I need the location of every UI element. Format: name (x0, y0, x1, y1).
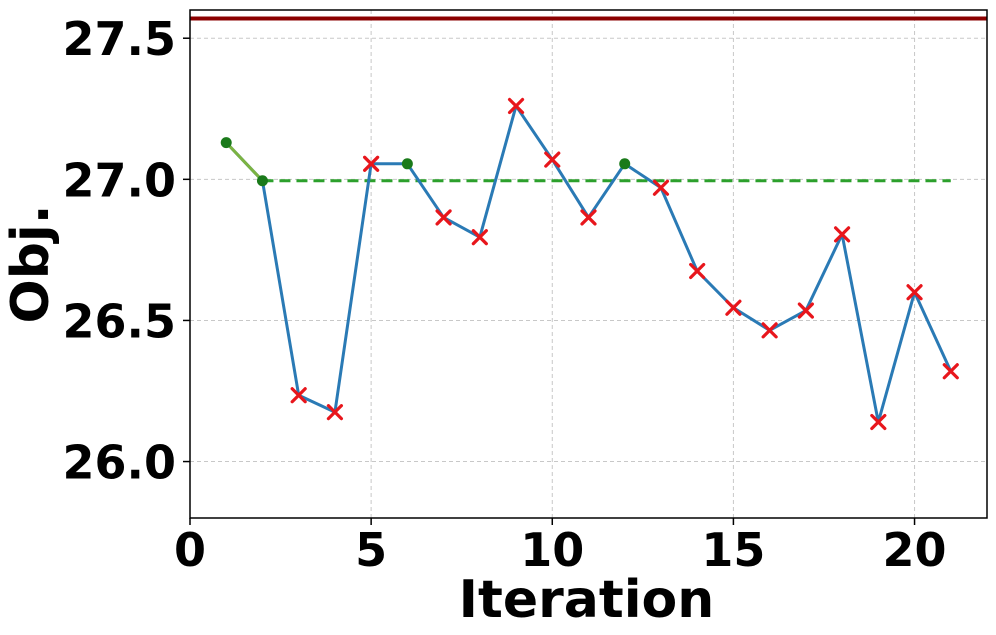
rejected-point-stroke (797, 302, 814, 319)
rejected-point-stroke (544, 151, 561, 168)
rejected-point (326, 404, 344, 421)
rejected-point (906, 284, 923, 301)
best-so-far-line (225, 141, 264, 182)
rejected-point-stroke (725, 299, 742, 316)
accepted-point (401, 158, 413, 170)
rejected-point (652, 179, 670, 196)
x-tick-label: 10 (520, 523, 584, 577)
marks-layer (220, 97, 959, 431)
y-tick-label: 27.5 (63, 12, 177, 66)
rejected-point (507, 97, 525, 115)
rejected-point (761, 322, 778, 339)
ticks-layer: 0 5 10 15 20 26.0 26.5 27.0 27.5 (63, 12, 947, 577)
rejected-point (797, 302, 814, 319)
accepted-point (256, 175, 268, 187)
rejected-point (580, 209, 597, 226)
plot-frame (189, 9, 988, 519)
rejected-point (363, 155, 380, 172)
rejected-point-stroke (471, 229, 488, 246)
x-tick-label: 15 (701, 523, 765, 577)
y-tick-label: 26.5 (63, 294, 177, 348)
rejected-point-stroke (290, 387, 307, 404)
y-tick-label: 26.0 (63, 436, 177, 490)
x-tick-label: 0 (174, 523, 206, 577)
x-tick-label: 20 (883, 523, 947, 577)
rejected-point-stroke (906, 284, 923, 301)
rejected-point-stroke (870, 413, 887, 431)
rejected-point-stroke (580, 209, 597, 226)
accepted-point (619, 158, 631, 170)
rejected-point (471, 229, 488, 246)
rejected-point-stroke (507, 97, 525, 115)
rejected-point (942, 363, 959, 380)
objective-line (225, 104, 953, 424)
y-axis-title: Obj. (1, 204, 61, 323)
x-axis-title: Iteration (459, 570, 715, 630)
rejected-point (725, 299, 742, 316)
rejected-point (689, 262, 706, 280)
rejected-point-stroke (363, 155, 380, 172)
grid-layer (189, 10, 987, 518)
rejected-point-stroke (326, 404, 344, 421)
rejected-point-stroke (761, 322, 778, 339)
y-tick-label: 27.0 (63, 153, 177, 207)
rejected-point-stroke (689, 262, 706, 280)
rejected-point (290, 387, 307, 404)
x-tick-label: 5 (355, 523, 387, 577)
lines-layer (190, 16, 987, 424)
rejected-point-stroke (833, 226, 851, 243)
rejected-point-stroke (942, 363, 959, 380)
rejected-point (435, 209, 452, 226)
rejected-point (833, 226, 851, 243)
accepted-point (220, 137, 232, 149)
rejected-point-stroke (435, 209, 452, 226)
rejected-point-stroke (652, 179, 670, 196)
rejected-point (544, 151, 561, 168)
rejected-point (870, 413, 887, 431)
